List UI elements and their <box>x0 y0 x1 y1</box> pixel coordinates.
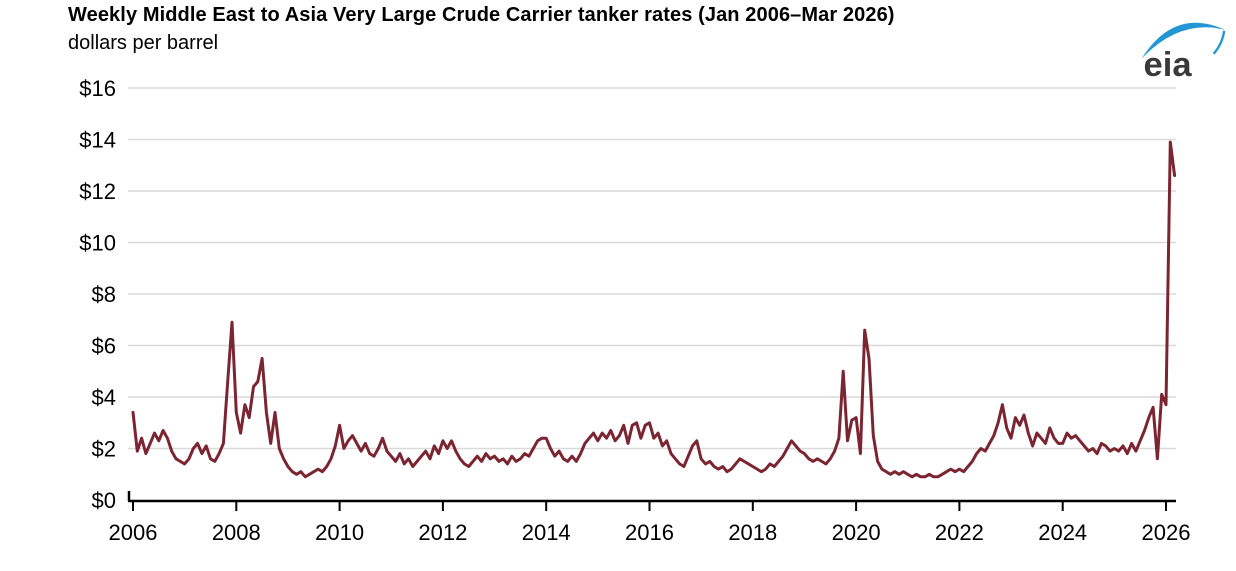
x-tick-label: 2014 <box>522 520 571 545</box>
eia-logo-swoosh-icon <box>1141 22 1226 59</box>
chart-subtitle: dollars per barrel <box>68 32 219 54</box>
x-tick-label: 2020 <box>832 520 881 545</box>
x-axis-labels: 2006 2008 2010 2012 2014 2016 2018 2020 2022 2024… <box>109 520 1191 545</box>
x-tick-label: 2026 <box>1142 520 1191 545</box>
x-tick-label: 2016 <box>625 520 674 545</box>
y-tick-label: $0 <box>92 488 116 513</box>
x-tick-label: 2006 <box>109 520 158 545</box>
x-tick-label: 2022 <box>935 520 984 545</box>
chart-title: Weekly Middle East to Asia Very Large Cr… <box>68 4 895 26</box>
y-tick-label: $8 <box>92 282 116 307</box>
x-tick-label: 2008 <box>212 520 261 545</box>
vlcc-rate-line <box>131 140 1177 479</box>
x-axis <box>127 491 1176 511</box>
eia-logo: eia <box>1141 22 1226 82</box>
y-tick-label: $2 <box>92 437 116 462</box>
data-line <box>131 140 1177 479</box>
y-tick-label: $14 <box>79 128 116 153</box>
y-tick-label: $16 <box>79 76 116 101</box>
y-tick-label: $10 <box>79 231 116 256</box>
eia-logo-text: eia <box>1144 46 1193 82</box>
y-tick-label: $4 <box>92 385 116 410</box>
y-tick-label: $12 <box>79 179 116 204</box>
y-axis-labels: $0 $2 $4 $6 $8 $10 $12 $14 $16 <box>79 76 116 513</box>
x-tick-label: 2018 <box>728 520 777 545</box>
gridlines <box>128 87 1176 450</box>
y-tick-label: $6 <box>92 334 116 359</box>
x-tick-label: 2012 <box>418 520 467 545</box>
x-tick-label: 2010 <box>315 520 364 545</box>
x-tick-label: 2024 <box>1038 520 1087 545</box>
eia-logo-swoosh-tail-icon <box>1212 30 1226 55</box>
